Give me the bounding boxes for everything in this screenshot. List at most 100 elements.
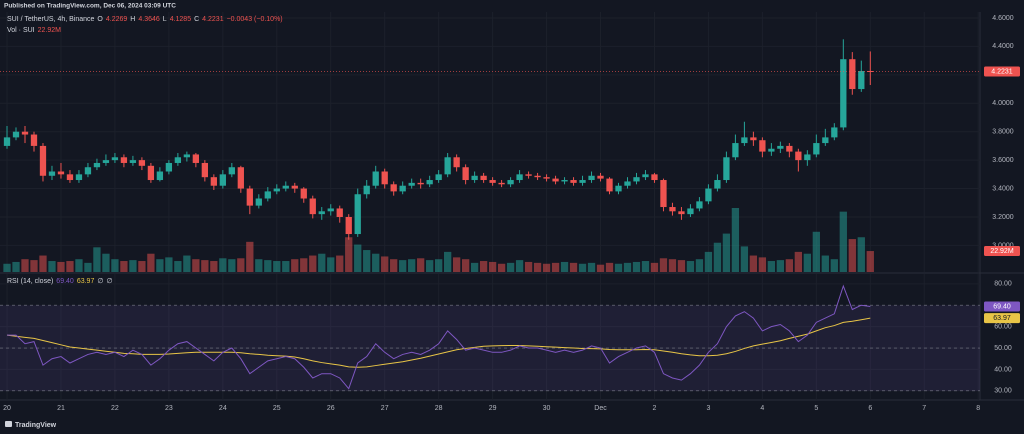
volume-bar	[506, 262, 515, 272]
candle-body	[219, 174, 226, 186]
candle-body	[318, 211, 325, 215]
symbol: SUI / TetherUS, 4h, Binance	[7, 16, 95, 23]
candle-body	[849, 59, 856, 90]
na-label: ∅	[106, 278, 112, 285]
x-tick-label: 6	[868, 405, 872, 412]
candle-body	[507, 180, 514, 185]
candle-body	[372, 171, 379, 186]
candle-body	[606, 178, 613, 192]
candle-body	[615, 185, 622, 192]
volume-bar	[749, 255, 758, 272]
ohlc-value: 4.2231	[202, 16, 224, 23]
volume-label-box	[984, 246, 1020, 257]
volume-bar	[345, 237, 353, 272]
footer-logo: TradingView	[5, 421, 57, 429]
candle-body	[12, 131, 20, 138]
candle-body	[516, 174, 523, 181]
na-label: ∅	[97, 278, 103, 285]
candle-body	[435, 174, 442, 181]
volume-bar	[318, 253, 326, 272]
x-tick-label: 22	[111, 405, 119, 412]
candle-body	[840, 59, 847, 128]
volume-bar	[497, 263, 506, 272]
x-tick-label: 7	[922, 405, 926, 412]
volume-bar	[452, 257, 461, 272]
candle-body	[264, 191, 271, 199]
volume-bar	[111, 259, 119, 272]
candle-body	[138, 160, 146, 166]
ohlc-value: 4.3646	[138, 16, 160, 23]
rsi-band	[0, 305, 980, 391]
candle-body	[381, 171, 388, 185]
candles	[3, 39, 874, 240]
candle-body	[246, 188, 253, 206]
candle-body	[552, 178, 559, 182]
candle-body	[156, 171, 164, 181]
candle-body	[3, 137, 11, 146]
x-tick-label: 30	[543, 405, 551, 412]
volume-label: 22.92M	[990, 248, 1014, 255]
candle-body	[255, 198, 262, 206]
volume-bar	[219, 258, 227, 272]
x-tick-label: 29	[489, 405, 497, 412]
volume-bar	[147, 253, 155, 272]
volume-bar	[830, 259, 838, 272]
volume-bar	[569, 262, 578, 272]
volume-bar	[102, 253, 110, 272]
x-tick-label: 3	[706, 405, 710, 412]
rsi-tick-label: 40.00	[994, 366, 1012, 373]
volume-bar	[533, 262, 542, 272]
candle-body	[354, 194, 361, 235]
volume-bar	[21, 259, 29, 272]
rsi-legend-value: 69.40	[56, 278, 74, 285]
volume-bar	[605, 262, 614, 272]
candle-body	[750, 137, 757, 141]
volume-bar	[677, 260, 686, 272]
volume-bar	[668, 259, 677, 272]
x-tick-label: 20	[3, 405, 11, 412]
x-tick-label: 27	[381, 405, 389, 412]
volume-bar	[84, 262, 92, 272]
y-tick-label: 4.6000	[992, 15, 1014, 22]
candle-body	[84, 167, 92, 175]
y-tick-label: 3.8000	[992, 129, 1014, 136]
volume-bar	[704, 251, 713, 272]
ohlc-letter: H	[130, 16, 135, 23]
volume-bar	[48, 261, 56, 272]
price-label-box	[984, 66, 1020, 77]
candle-body	[174, 157, 182, 163]
ohlc-letter: L	[163, 16, 167, 23]
rsi-ma-line	[6, 317, 871, 368]
volume-bar	[776, 260, 785, 272]
x-tick-label: 8	[976, 405, 980, 412]
publish-text: Published on TradingView.com, Dec 06, 20…	[4, 3, 176, 10]
candle-body	[48, 171, 56, 176]
volume-bar	[291, 259, 299, 272]
volume-bar	[93, 247, 101, 272]
volume-bar	[461, 259, 470, 272]
candle-body	[66, 174, 74, 181]
volume-legend-value: 22.92M	[38, 27, 62, 34]
volume-bar	[237, 258, 245, 272]
rsi-tick-label: 30.00	[994, 388, 1012, 395]
ohlc-value: 4.1285	[170, 16, 192, 23]
candle-body	[561, 180, 568, 182]
candle-body	[453, 157, 460, 168]
candle-body	[291, 185, 298, 189]
candle-body	[723, 157, 730, 181]
candle-body	[669, 207, 676, 212]
volume-bar	[695, 259, 704, 272]
volume-bar	[515, 260, 524, 272]
candle-body	[309, 198, 316, 215]
volume-bar	[264, 260, 272, 272]
volume-bar	[740, 246, 749, 272]
rsi-legend: RSI (14, close)	[7, 278, 53, 285]
rsi-label: 69.40	[993, 303, 1011, 310]
x-tick-label: Dec	[594, 405, 607, 412]
candle-body	[741, 137, 748, 144]
candle-body	[282, 185, 289, 189]
volume-bar	[129, 260, 137, 272]
volume-bar	[857, 237, 865, 272]
candle-body	[237, 167, 244, 189]
candle-body	[462, 167, 469, 181]
